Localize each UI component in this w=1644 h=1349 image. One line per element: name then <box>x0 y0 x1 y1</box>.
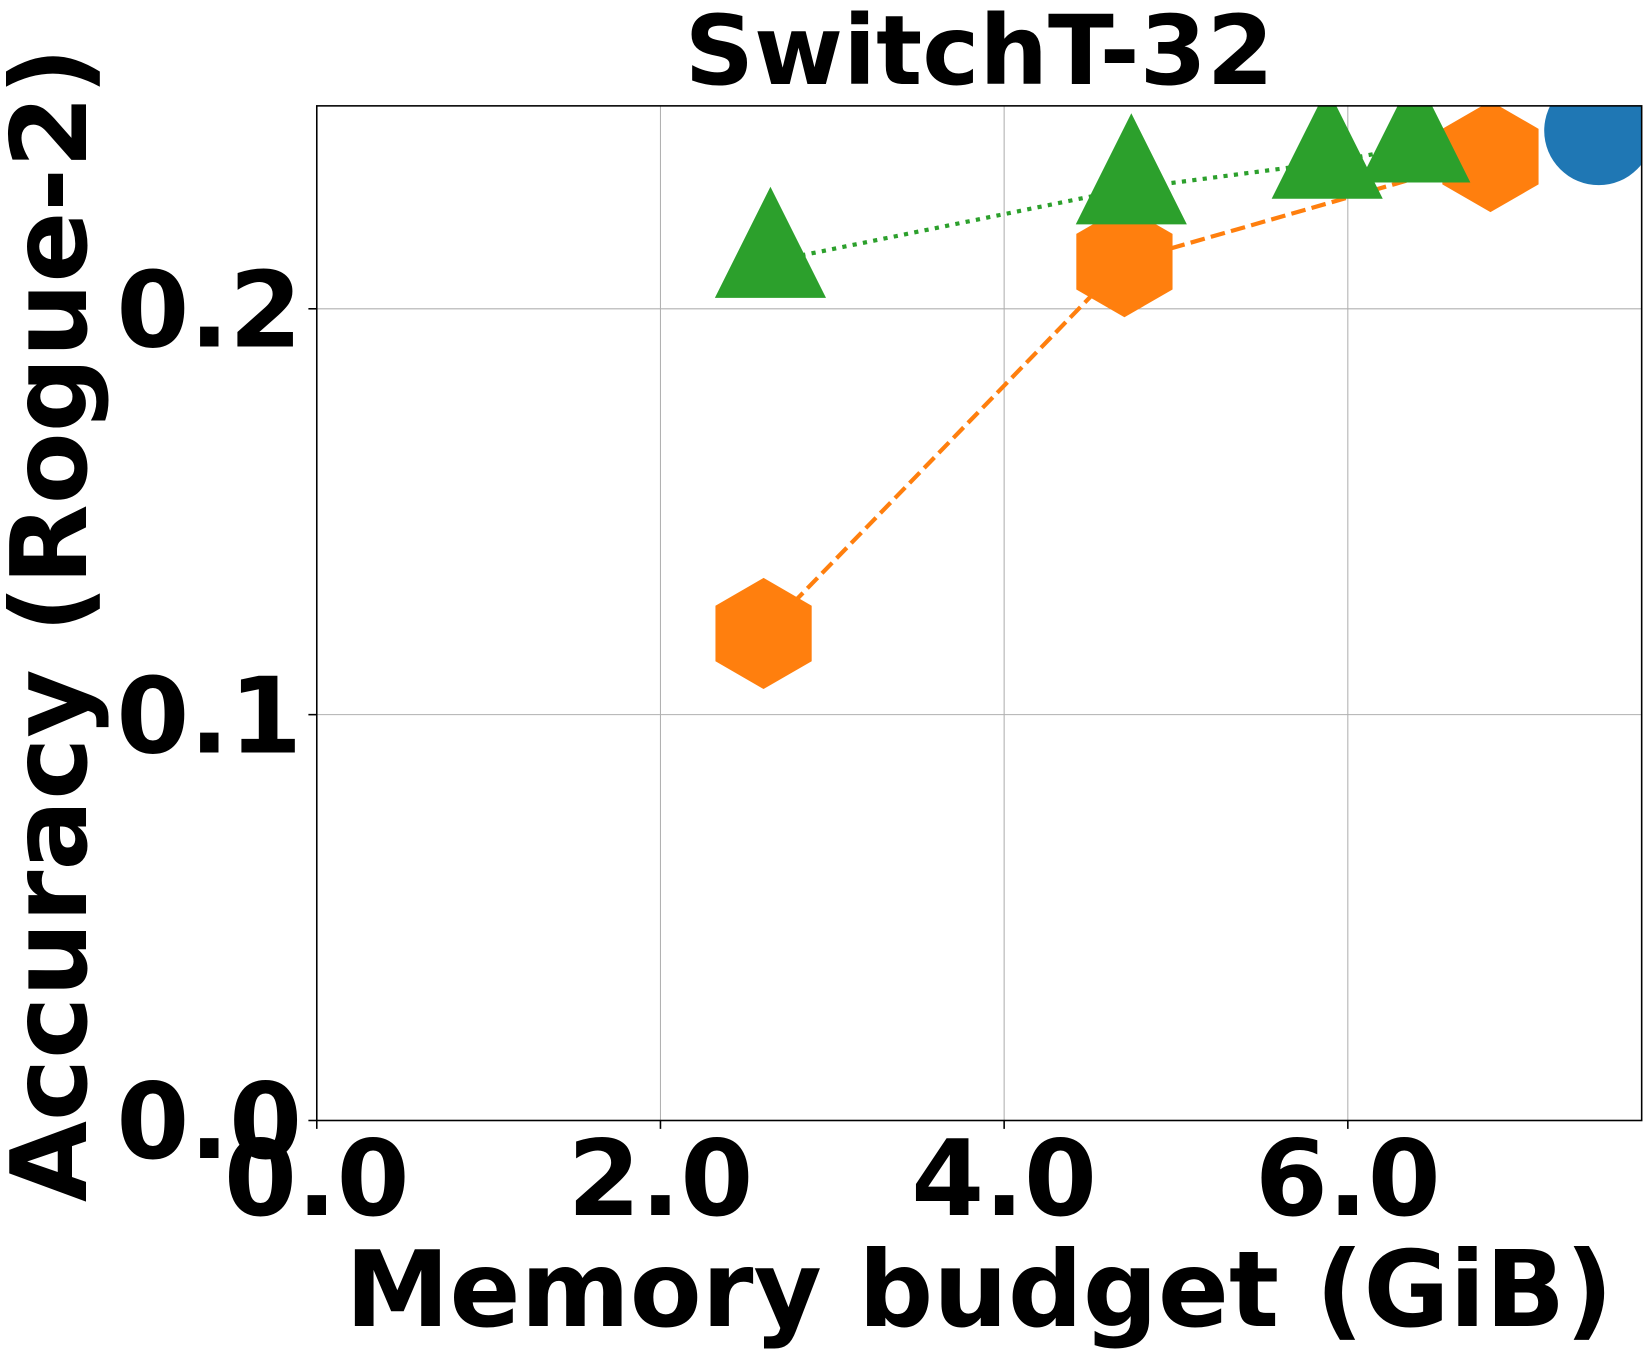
tick-labels: 0.0 2.0 4.0 6.0 0.0 0.1 0.2 <box>116 250 1440 1240</box>
x-axis-label: Memory budget (GiB) <box>345 1229 1613 1349</box>
triangle-marker <box>1359 105 1471 183</box>
triangle-marker <box>1075 113 1187 225</box>
series-line <box>762 154 1492 635</box>
x-tick-label: 2.0 <box>568 1118 754 1240</box>
y-tick-label: 0.1 <box>116 655 302 777</box>
chart-title: SwitchT-32 <box>685 0 1274 107</box>
y-axis-label: Accuracy (Rogue-2) <box>0 47 111 1202</box>
triangle-marker <box>1271 105 1383 199</box>
grid <box>308 105 1642 1129</box>
circle-marker <box>1544 105 1642 186</box>
triangle-marker <box>714 186 826 298</box>
y-tick-label: 0.0 <box>116 1061 302 1183</box>
plot <box>714 105 1642 690</box>
series-line <box>770 144 1416 264</box>
y-tick-label: 0.2 <box>116 250 302 372</box>
plot-frame <box>315 105 1643 1122</box>
x-tick-label: 6.0 <box>1255 1118 1441 1240</box>
hexagon-marker <box>1442 105 1539 213</box>
x-tick-label: 0.0 <box>224 1118 410 1240</box>
hexagon-marker <box>1076 206 1173 318</box>
x-tick-label: 4.0 <box>911 1118 1097 1240</box>
hexagon-marker <box>715 577 812 690</box>
